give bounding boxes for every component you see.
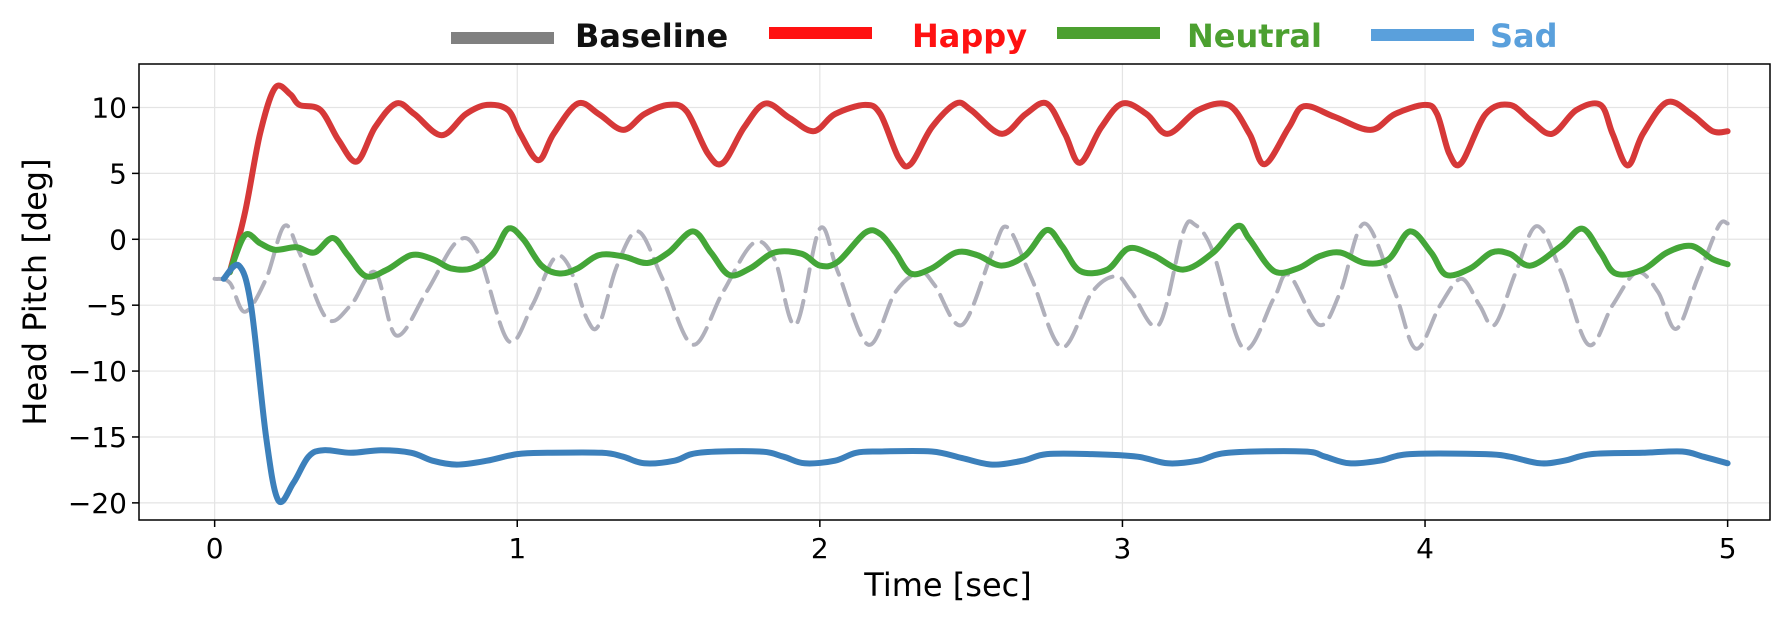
legend-label-happy: Happy <box>912 17 1027 55</box>
y-tick-label: −10 <box>68 355 127 388</box>
x-tick-label: 4 <box>1416 532 1434 565</box>
y-tick-label: 5 <box>109 157 127 190</box>
legend-label-baseline: Baseline <box>575 17 728 55</box>
legend-swatch-neutral <box>1057 27 1160 39</box>
legend-label-sad: Sad <box>1490 17 1558 55</box>
x-tick-label: 5 <box>1719 532 1737 565</box>
x-tick-label: 3 <box>1114 532 1132 565</box>
legend-swatch-sad <box>1371 29 1474 41</box>
series-line-baseline <box>212 219 1730 352</box>
legend-swatch-happy <box>769 27 872 39</box>
legend: Baseline Happy Neutral Sad <box>451 17 1558 55</box>
y-tick-label: −5 <box>86 289 127 322</box>
legend-label-neutral: Neutral <box>1187 17 1322 55</box>
x-tick-label: 1 <box>508 532 526 565</box>
y-tick-label: −15 <box>68 421 127 454</box>
axis-ticks: 0 1 2 3 4 5 10 5 0 −5 −10 −15 −20 <box>68 91 1737 565</box>
x-tick-label: 2 <box>811 532 829 565</box>
x-axis-label: Time [sec] <box>863 566 1031 604</box>
y-axis-label: Head Pitch [deg] <box>16 158 54 425</box>
y-tick-label: −20 <box>68 487 127 520</box>
y-tick-label: 0 <box>109 223 127 256</box>
series-lines <box>212 82 1731 505</box>
legend-swatch-baseline <box>451 32 554 44</box>
series-line-sad <box>220 261 1731 505</box>
y-tick-label: 10 <box>91 91 127 124</box>
plot-frame <box>138 63 1771 521</box>
x-tick-label: 0 <box>206 532 224 565</box>
series-line-neutral <box>226 222 1731 280</box>
series-line-happy <box>226 82 1731 276</box>
